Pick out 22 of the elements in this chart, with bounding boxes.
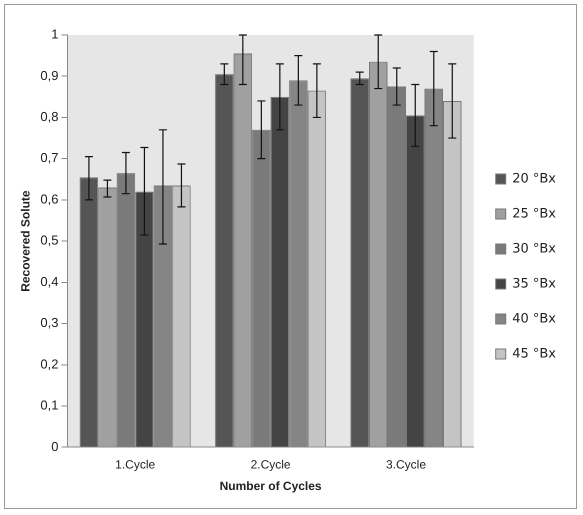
x-axis-title: Number of Cycles xyxy=(220,479,322,494)
y-tick-label: 0,6 xyxy=(40,191,58,206)
legend-label: 20 °Bx xyxy=(512,171,556,186)
x-tick-label: 1.Cycle xyxy=(115,458,156,472)
y-tick-label: 0,3 xyxy=(40,315,58,330)
legend-label: 35 °Bx xyxy=(512,276,556,292)
y-tick-label: 0,7 xyxy=(40,150,58,166)
y-tick-label: 0,5 xyxy=(40,232,58,248)
x-tick-label: 3.Cycle xyxy=(386,458,426,472)
y-tick-label: 0,8 xyxy=(40,109,58,124)
legend-label: 45 °Bx xyxy=(512,346,556,362)
y-tick-label: 0 xyxy=(51,438,58,454)
y-tick-label: 0,2 xyxy=(40,356,58,372)
y-tick-label: 0,4 xyxy=(40,274,58,289)
legend-label: 30 °Bx xyxy=(512,241,556,256)
y-tick-label: 0,1 xyxy=(40,398,58,413)
legend-label: 40 °Bx xyxy=(512,311,556,326)
legend-label: 25 °Bx xyxy=(512,206,556,222)
y-tick-label: 1 xyxy=(51,26,58,42)
y-tick-label: 0,9 xyxy=(40,68,58,83)
x-tick-label: 2.Cycle xyxy=(250,458,291,472)
y-axis-title: Recovered Solute xyxy=(18,190,33,292)
